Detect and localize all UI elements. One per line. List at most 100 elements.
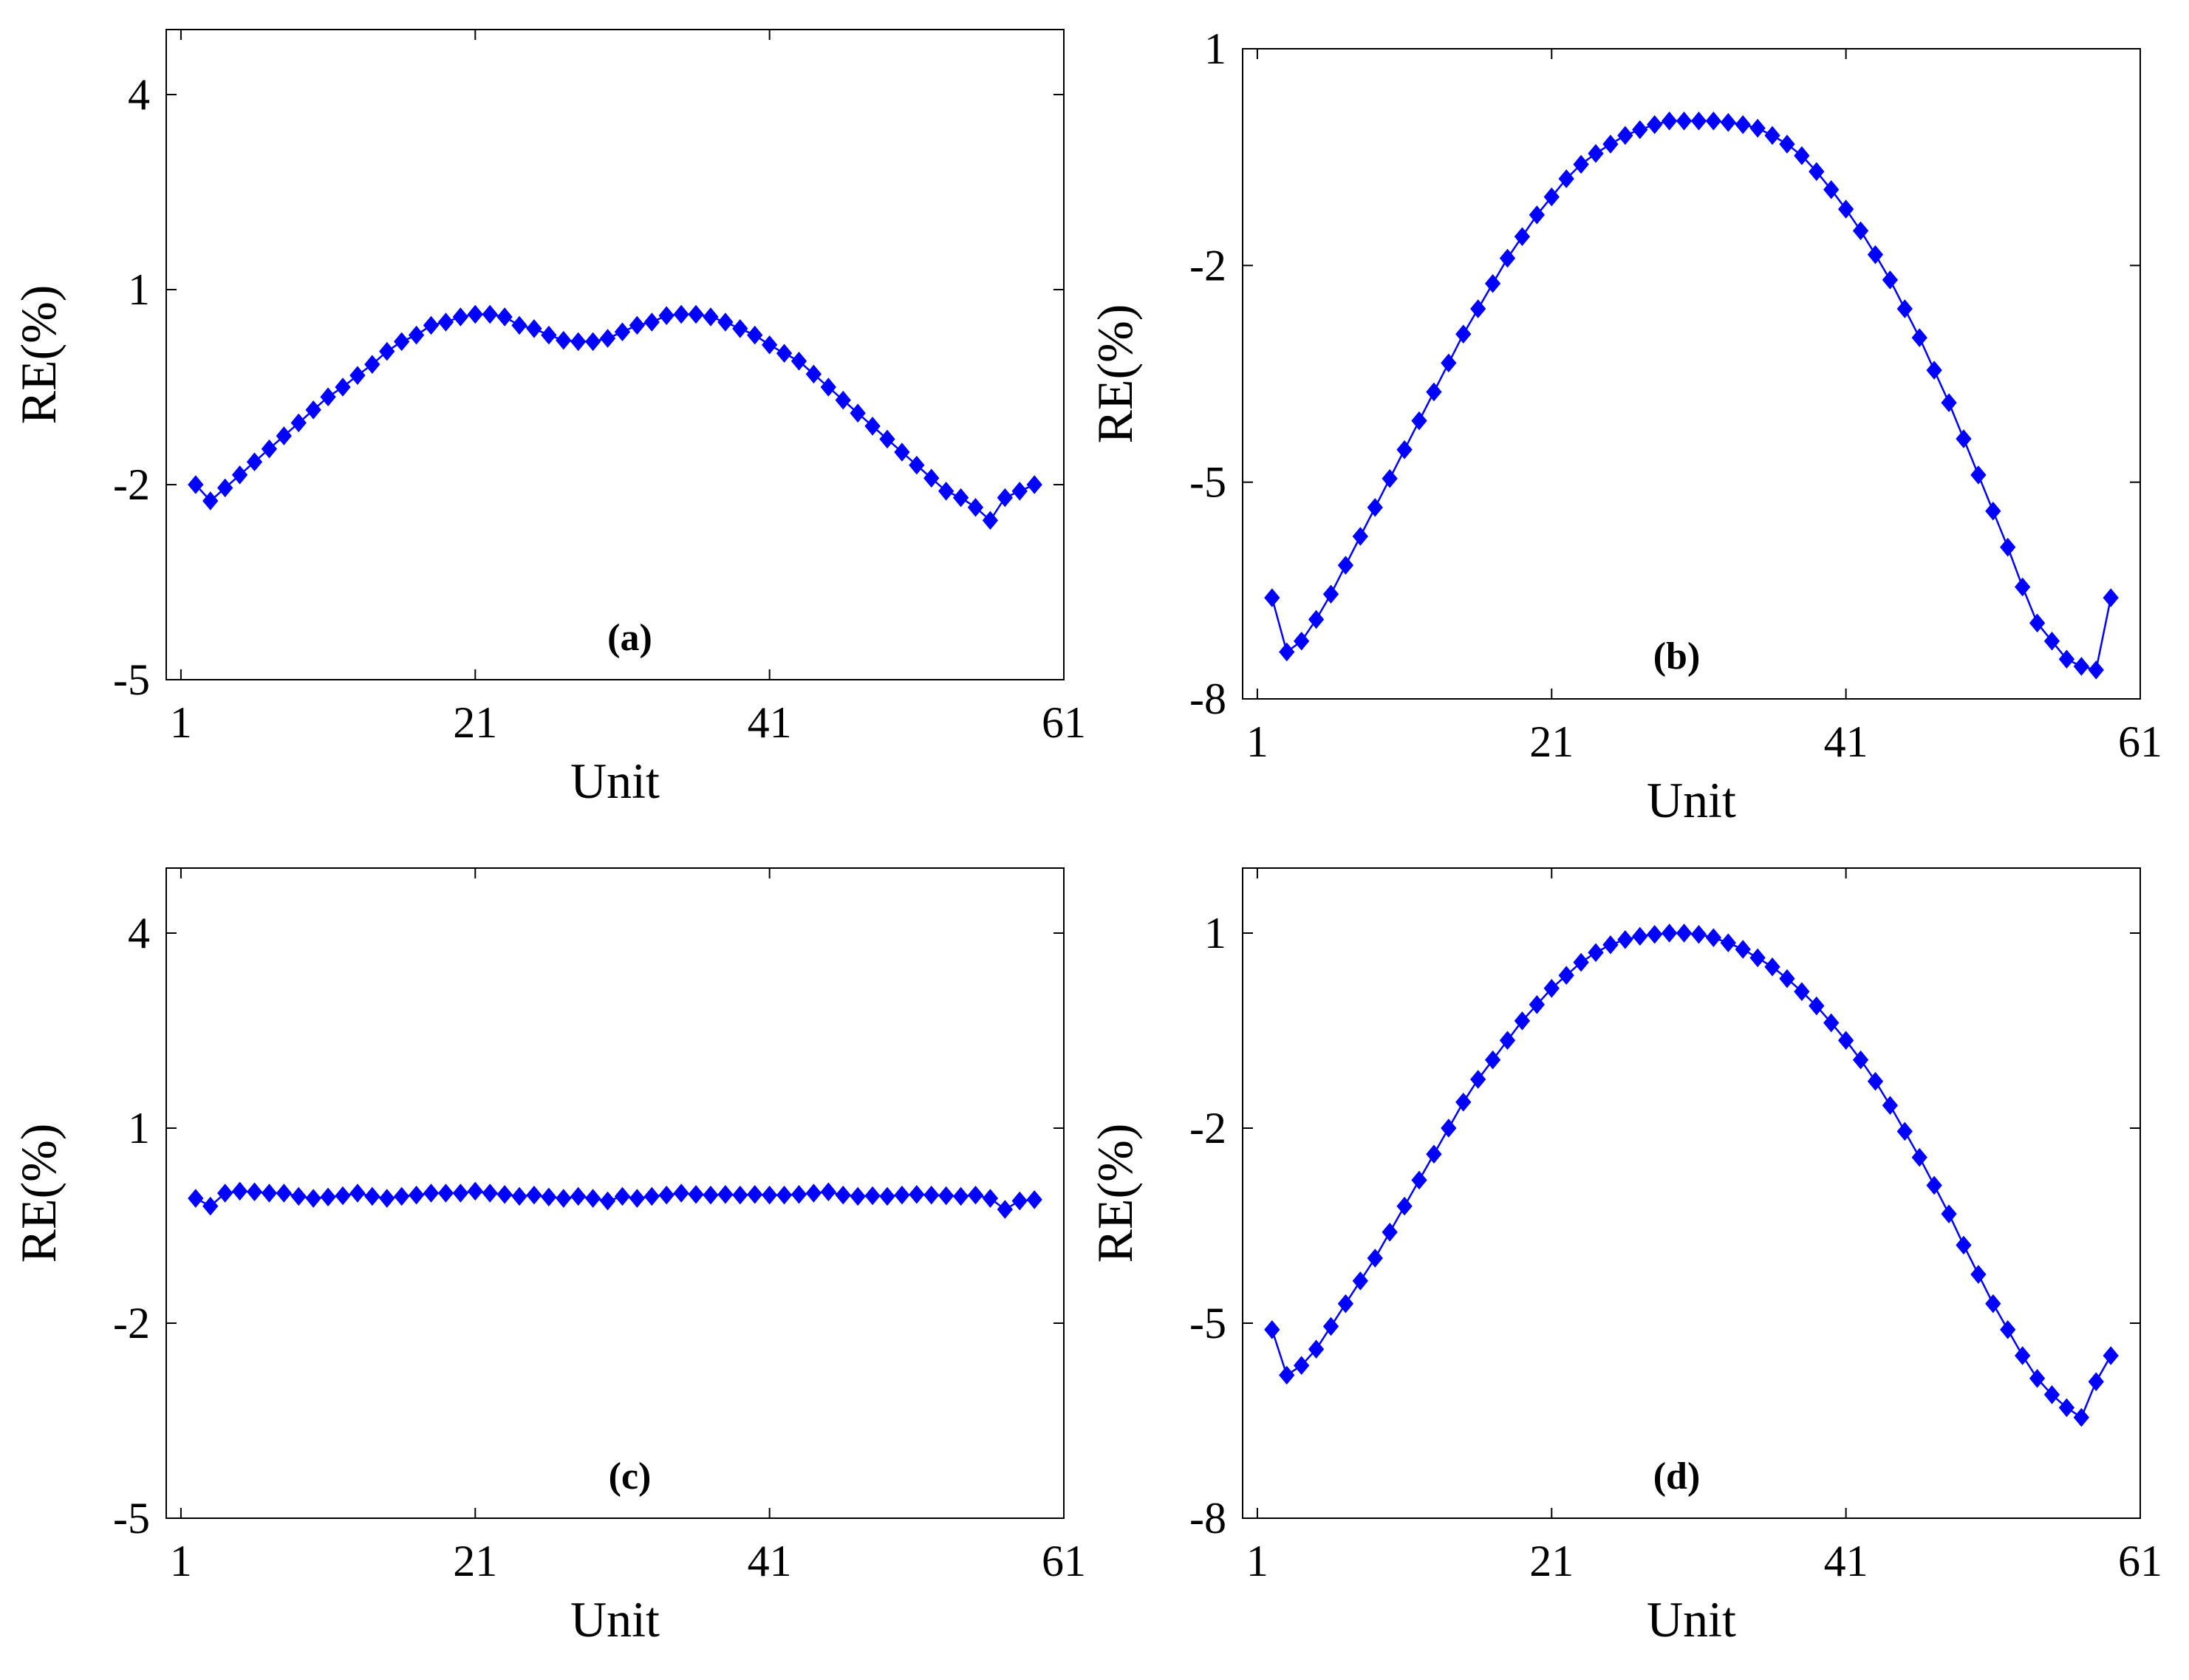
data-point-d: [1455, 1093, 1472, 1112]
data-point-c: [850, 1186, 866, 1206]
y-axis-label-a: RE(%): [10, 285, 66, 425]
plot-frame-a: [165, 29, 1065, 680]
chart-panel-b: 1 21 41 61 -8 -5 -2 1 Unit RE(%) (b): [1087, 24, 2162, 828]
data-point-d: [1426, 1144, 1442, 1164]
data-point-a: [747, 325, 763, 345]
x-axis-label-a: Unit: [570, 753, 660, 809]
panel-label-a: (a): [607, 617, 652, 659]
data-point-d: [1837, 1031, 1854, 1050]
y-tick-label-d: -8: [1189, 1494, 1226, 1543]
data-point-a: [556, 330, 572, 350]
data-point-d: [1543, 979, 1560, 998]
data-point-c: [320, 1187, 336, 1207]
data-point-a: [423, 315, 440, 335]
data-point-a: [364, 355, 380, 374]
data-point-c: [452, 1184, 469, 1203]
data-point-d: [1970, 1265, 1987, 1284]
data-point-d: [1411, 1170, 1427, 1190]
data-point-a: [276, 426, 292, 445]
data-point-d: [2015, 1346, 2031, 1365]
data-point-d: [1749, 948, 1766, 968]
data-point-b: [1896, 299, 1913, 318]
data-point-b: [2103, 588, 2119, 607]
data-point-b: [1632, 120, 1648, 140]
data-point-c: [790, 1184, 807, 1204]
data-point-a: [923, 468, 940, 488]
data-point-d: [1956, 1235, 1972, 1255]
data-point-a: [982, 511, 999, 530]
data-point-c: [467, 1181, 483, 1201]
data-point-c: [335, 1186, 351, 1206]
data-point-b: [1322, 584, 1339, 604]
data-point-b: [2000, 537, 2016, 557]
data-point-d: [2000, 1320, 2016, 1339]
data-point-d: [1882, 1096, 1899, 1115]
data-point-a: [850, 403, 866, 423]
chart-panel-c: 1 21 41 61 -5 -2 1 4 Unit RE(%) (c): [10, 867, 1086, 1647]
data-point-c: [217, 1184, 233, 1203]
data-point-d: [1529, 995, 1546, 1014]
data-point-b: [1588, 143, 1604, 163]
data-point-d: [1911, 1147, 1927, 1167]
data-point-d: [2058, 1398, 2075, 1418]
data-point-c: [761, 1185, 778, 1205]
data-point-d: [1279, 1365, 1295, 1385]
x-tick-label-a: 1: [170, 698, 192, 747]
data-point-b: [1735, 115, 1751, 134]
y-tick-label-a: 1: [128, 265, 150, 314]
y-tick-label-b: 1: [1204, 24, 1226, 73]
data-point-d: [1764, 957, 1780, 977]
data-point-d: [1690, 924, 1707, 944]
data-point-d: [1809, 996, 1825, 1016]
data-point-b: [1367, 498, 1383, 517]
data-point-b: [2073, 657, 2089, 676]
data-point-a: [290, 413, 307, 433]
data-point-b: [1779, 134, 1795, 154]
data-point-c: [717, 1184, 734, 1204]
data-point-b: [1837, 199, 1854, 219]
data-point-c: [923, 1185, 940, 1205]
data-point-c: [379, 1189, 395, 1208]
data-point-d: [1985, 1294, 2001, 1314]
data-point-c: [997, 1200, 1013, 1219]
data-point-a: [790, 352, 807, 371]
data-point-b: [1956, 429, 1972, 448]
x-tick-label-c: 21: [453, 1537, 497, 1585]
data-point-c: [423, 1184, 440, 1203]
data-point-c: [290, 1186, 307, 1206]
data-point-c: [982, 1189, 999, 1208]
data-point-b: [1809, 162, 1825, 182]
data-point-b: [1352, 527, 1368, 546]
x-tick-label-d: 1: [1246, 1537, 1268, 1585]
data-point-b: [1264, 588, 1280, 607]
y-tick-label-a: 4: [128, 70, 150, 119]
series-line-a: [194, 313, 1035, 522]
data-point-d: [1514, 1011, 1531, 1031]
data-point-b: [1558, 169, 1574, 188]
data-point-d: [2043, 1385, 2060, 1404]
x-axis-label-c: Unit: [570, 1591, 660, 1647]
data-point-c: [864, 1186, 881, 1206]
chart-panel-a: 1 21 41 61 -5 -2 1 4 Unit RE(%) (a): [10, 29, 1086, 809]
x-tick-label-a: 61: [1042, 698, 1086, 747]
data-point-d: [1499, 1031, 1516, 1050]
data-point-c: [584, 1189, 601, 1208]
x-tick-label-d: 41: [1824, 1537, 1868, 1585]
y-axis-label-d: RE(%): [1087, 1124, 1143, 1263]
data-point-c: [629, 1189, 646, 1208]
data-point-d: [1367, 1249, 1383, 1268]
data-point-c: [482, 1184, 498, 1203]
data-point-c: [261, 1184, 278, 1203]
data-point-c: [556, 1189, 572, 1208]
data-point-d: [1470, 1070, 1486, 1089]
data-point-a: [879, 429, 895, 449]
data-point-b: [1911, 328, 1927, 347]
data-point-a: [1011, 482, 1028, 501]
data-point-a: [305, 400, 321, 420]
data-point-b: [1794, 146, 1810, 165]
data-point-a: [938, 482, 955, 501]
data-point-c: [835, 1185, 851, 1205]
data-point-d: [1322, 1317, 1339, 1336]
data-point-b: [1676, 111, 1693, 131]
data-point-a: [408, 325, 425, 345]
